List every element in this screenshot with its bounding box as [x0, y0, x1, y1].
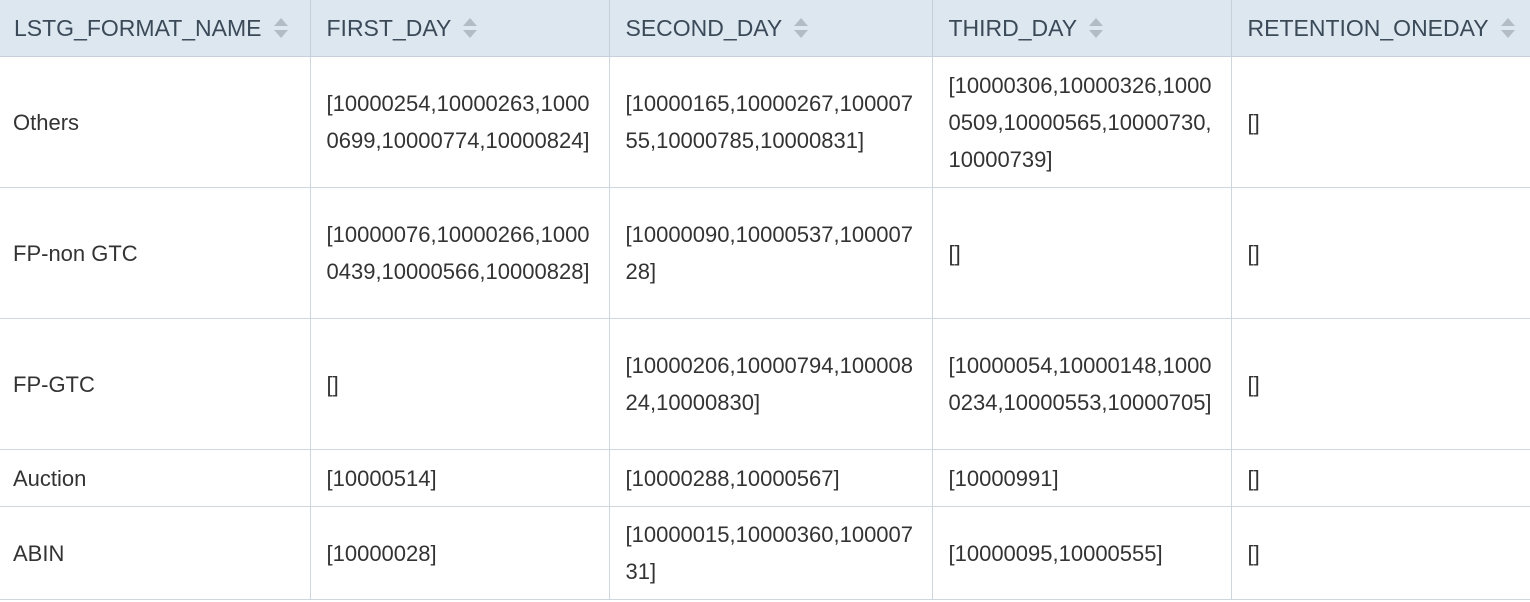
cell-lstg-format-name: FP-non GTC [0, 187, 311, 319]
cell-first-day: [10000514] [310, 449, 610, 507]
table-row: ABIN [10000028] [10000015,10000360,10000… [0, 506, 1530, 600]
column-header-first-day[interactable]: FIRST_DAY [310, 0, 610, 57]
column-header-label: FIRST_DAY [326, 14, 452, 41]
header-row: LSTG_FORMAT_NAME FIRST_DAY SECOND_DAY TH… [0, 0, 1530, 57]
cell-second-day: [10000165,10000267,10000755,10000785,100… [609, 56, 933, 188]
cell-first-day: [10000028] [310, 506, 610, 600]
cell-second-day: [10000206,10000794,10000824,10000830] [609, 318, 933, 450]
cell-first-day: [10000076,10000266,10000439,10000566,100… [310, 187, 610, 319]
cell-second-day: [10000288,10000567] [609, 449, 933, 507]
cell-first-day: [10000254,10000263,10000699,10000774,100… [310, 56, 610, 188]
cell-third-day: [10000095,10000555] [932, 506, 1232, 600]
table-row: Auction [10000514] [10000288,10000567] [… [0, 449, 1530, 507]
cell-retention-oneday: [] [1231, 506, 1530, 600]
column-header-label: RETENTION_ONEDAY [1247, 14, 1489, 41]
table-row: Others [10000254,10000263,10000699,10000… [0, 56, 1530, 188]
cell-lstg-format-name: FP-GTC [0, 318, 311, 450]
cell-third-day: [] [932, 187, 1232, 319]
table-header: LSTG_FORMAT_NAME FIRST_DAY SECOND_DAY TH… [0, 0, 1530, 57]
cell-retention-oneday: [] [1231, 187, 1530, 319]
table-body: Others [10000254,10000263,10000699,10000… [0, 56, 1530, 600]
sort-icon[interactable] [1089, 18, 1104, 38]
table-row: FP-non GTC [10000076,10000266,10000439,1… [0, 187, 1530, 319]
column-header-retention-oneday[interactable]: RETENTION_ONEDAY [1231, 0, 1530, 57]
column-header-third-day[interactable]: THIRD_DAY [932, 0, 1232, 57]
sort-icon[interactable] [1500, 18, 1515, 38]
cell-retention-oneday: [] [1231, 56, 1530, 188]
column-header-label: LSTG_FORMAT_NAME [14, 14, 262, 41]
cell-second-day: [10000090,10000537,10000728] [609, 187, 933, 319]
cell-first-day: [] [310, 318, 610, 450]
cell-lstg-format-name: Auction [0, 449, 311, 507]
cell-retention-oneday: [] [1231, 318, 1530, 450]
column-header-label: THIRD_DAY [948, 14, 1078, 41]
table-row: FP-GTC [] [10000206,10000794,10000824,10… [0, 318, 1530, 450]
cell-retention-oneday: [] [1231, 449, 1530, 507]
sort-icon[interactable] [463, 18, 478, 38]
column-header-label: SECOND_DAY [625, 14, 783, 41]
sort-icon[interactable] [273, 18, 288, 38]
cell-lstg-format-name: Others [0, 56, 311, 188]
cell-second-day: [10000015,10000360,10000731] [609, 506, 933, 600]
sort-icon[interactable] [794, 18, 809, 38]
cell-third-day: [10000306,10000326,10000509,10000565,100… [932, 56, 1232, 188]
cell-lstg-format-name: ABIN [0, 506, 311, 600]
column-header-lstg-format-name[interactable]: LSTG_FORMAT_NAME [0, 0, 311, 57]
cell-third-day: [10000054,10000148,10000234,10000553,100… [932, 318, 1232, 450]
column-header-second-day[interactable]: SECOND_DAY [609, 0, 933, 57]
cell-third-day: [10000991] [932, 449, 1232, 507]
